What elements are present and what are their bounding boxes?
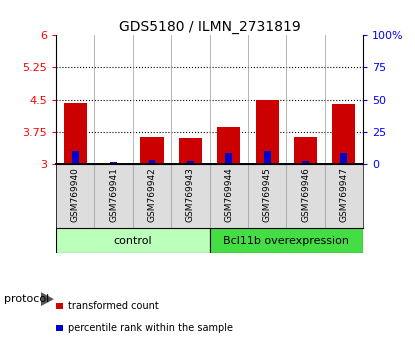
Text: GSM769943: GSM769943 xyxy=(186,167,195,222)
Text: GSM769942: GSM769942 xyxy=(147,167,156,222)
Text: GSM769941: GSM769941 xyxy=(109,167,118,222)
Text: transformed count: transformed count xyxy=(68,301,159,311)
Bar xyxy=(56,228,210,253)
Text: percentile rank within the sample: percentile rank within the sample xyxy=(68,323,233,333)
Bar xyxy=(340,154,347,164)
Bar xyxy=(187,161,194,164)
Bar xyxy=(302,161,309,164)
Bar xyxy=(110,162,117,164)
Text: GSM769944: GSM769944 xyxy=(224,167,233,222)
Bar xyxy=(264,151,271,164)
Text: control: control xyxy=(113,235,152,246)
Bar xyxy=(210,228,363,253)
Bar xyxy=(140,137,164,164)
Text: GSM769945: GSM769945 xyxy=(263,167,272,222)
Text: protocol: protocol xyxy=(4,294,49,304)
Text: GSM769947: GSM769947 xyxy=(339,167,349,222)
Bar xyxy=(294,137,317,164)
Text: Bcl11b overexpression: Bcl11b overexpression xyxy=(223,235,349,246)
Bar xyxy=(102,163,125,164)
Bar xyxy=(72,151,79,164)
Bar xyxy=(179,138,202,164)
Bar xyxy=(217,127,240,164)
Text: GSM769946: GSM769946 xyxy=(301,167,310,222)
Bar xyxy=(64,103,87,164)
Polygon shape xyxy=(41,292,54,306)
Bar xyxy=(332,104,355,164)
Title: GDS5180 / ILMN_2731819: GDS5180 / ILMN_2731819 xyxy=(119,21,300,34)
Text: GSM769940: GSM769940 xyxy=(71,167,80,222)
Bar xyxy=(256,101,279,164)
Bar xyxy=(149,160,156,164)
Bar xyxy=(225,154,232,164)
